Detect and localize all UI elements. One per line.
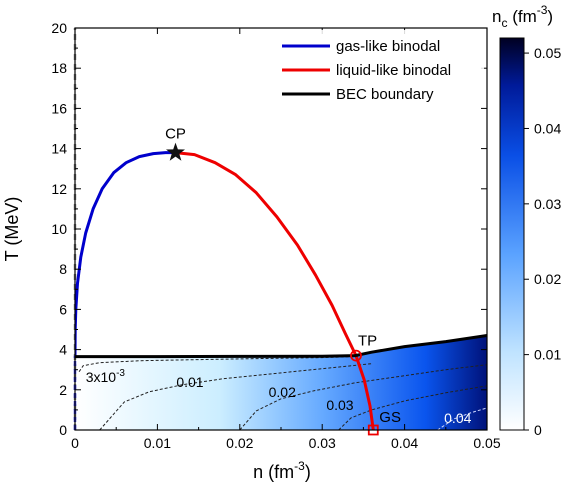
contour-label-0: 3x10-3 (86, 368, 126, 385)
x-tick-label: 0.01 (144, 435, 171, 451)
contour-line-3 (437, 407, 487, 430)
contour-label-text: 0.01 (176, 374, 203, 390)
legend: gas-like binodal liquid-like binodal BEC… (274, 30, 484, 106)
liquid-binodal-line (174, 151, 375, 430)
x-tick-label: 0 (71, 435, 79, 451)
colorbar: 0 0.01 0.02 0.03 0.04 0.05 nc (fm-3) (492, 3, 561, 438)
contour-label-text: 3x10 (86, 369, 117, 385)
legend-label-gas: gas-like binodal (336, 38, 440, 55)
x-tick-label: 0.02 (226, 435, 253, 451)
contour-label-text: 0.02 (269, 384, 296, 400)
y-tick-label: 12 (51, 181, 67, 197)
contour-label-1: 0.01 (176, 374, 203, 390)
y-tick-label: 16 (51, 100, 67, 116)
y-tick-label: 0 (59, 422, 67, 438)
colorbar-tick-label: 0.04 (534, 120, 561, 136)
y-tick-label: 18 (51, 60, 67, 76)
colorbar-scale (499, 37, 525, 431)
y-tick-label: 14 (51, 141, 67, 157)
y-tick-label: 10 (51, 221, 67, 237)
x-tick-label: 0.05 (473, 435, 500, 451)
contour-line-0 (99, 363, 372, 430)
x-axis-title-main: n (fm (253, 462, 294, 482)
y-tick-label: 20 (51, 20, 67, 36)
y-tick-label: 4 (59, 342, 67, 358)
colorbar-tick-label: 0.02 (534, 271, 561, 287)
contour-label-4: 0.04 (444, 410, 471, 426)
colorbar-title-main: n (492, 7, 501, 26)
contour-label-text: 0.03 (326, 397, 353, 413)
x-axis-title-sup: -3 (294, 459, 305, 473)
colorbar-tick-label: 0.03 (534, 196, 561, 212)
colorbar-tick-label: 0 (534, 422, 542, 438)
tp-label: TP (358, 333, 377, 350)
contour-label-3: 0.03 (326, 397, 353, 413)
cp-label: CP (165, 126, 186, 143)
contour-label-2: 0.02 (269, 384, 296, 400)
heatmap-fill (75, 335, 487, 430)
contour-label-text: 0.04 (444, 410, 471, 426)
colorbar-title-sup: -3 (537, 3, 548, 17)
y-axis-title: T (MeV) (2, 197, 22, 262)
x-axis-title-end: ) (305, 462, 311, 482)
heatmap-region (75, 335, 487, 430)
colorbar-title-end: ) (547, 7, 553, 26)
y-tick-label: 6 (59, 301, 67, 317)
contour-line-2 (338, 385, 487, 430)
x-axis-title: n (fm-3) (253, 459, 311, 482)
legend-label-bec: BEC boundary (336, 86, 434, 103)
colorbar-tick-label: 0.01 (534, 347, 561, 363)
colorbar-title-unit: (fm (507, 7, 536, 26)
x-tick-label: 0.04 (391, 435, 418, 451)
x-tick-label: 0.03 (309, 435, 336, 451)
series-lines (75, 151, 487, 430)
y-tick-label: 8 (59, 261, 67, 277)
colorbar-ticks: 0 0.01 0.02 0.03 0.04 0.05 (524, 45, 561, 438)
y-axis-ticks: 0 2 4 6 8 10 12 14 16 18 20 (51, 20, 487, 438)
bec-boundary-line (75, 334, 487, 359)
colorbar-title-sub: c (501, 16, 507, 30)
contour-label-sup: -3 (116, 368, 125, 379)
x-axis-ticks: 0 0.01 0.02 0.03 0.04 0.05 (71, 28, 501, 451)
gas-binodal-line (75, 151, 177, 358)
gs-label: GS (379, 409, 401, 426)
y-tick-label: 2 (59, 382, 67, 398)
colorbar-tick-label: 0.05 (534, 45, 561, 61)
colorbar-title: nc (fm-3) (492, 3, 553, 30)
tp-circle-marker (350, 349, 362, 362)
contour-lines (78, 356, 487, 430)
cp-star-marker (166, 142, 185, 161)
contour-line-4 (78, 356, 356, 372)
contour-line-1 (239, 364, 487, 430)
special-points: CP TP GS (165, 126, 401, 436)
contour-labels: 3x10-3 0.01 0.02 0.03 0.04 (86, 368, 472, 426)
legend-label-liquid: liquid-like binodal (336, 62, 451, 79)
